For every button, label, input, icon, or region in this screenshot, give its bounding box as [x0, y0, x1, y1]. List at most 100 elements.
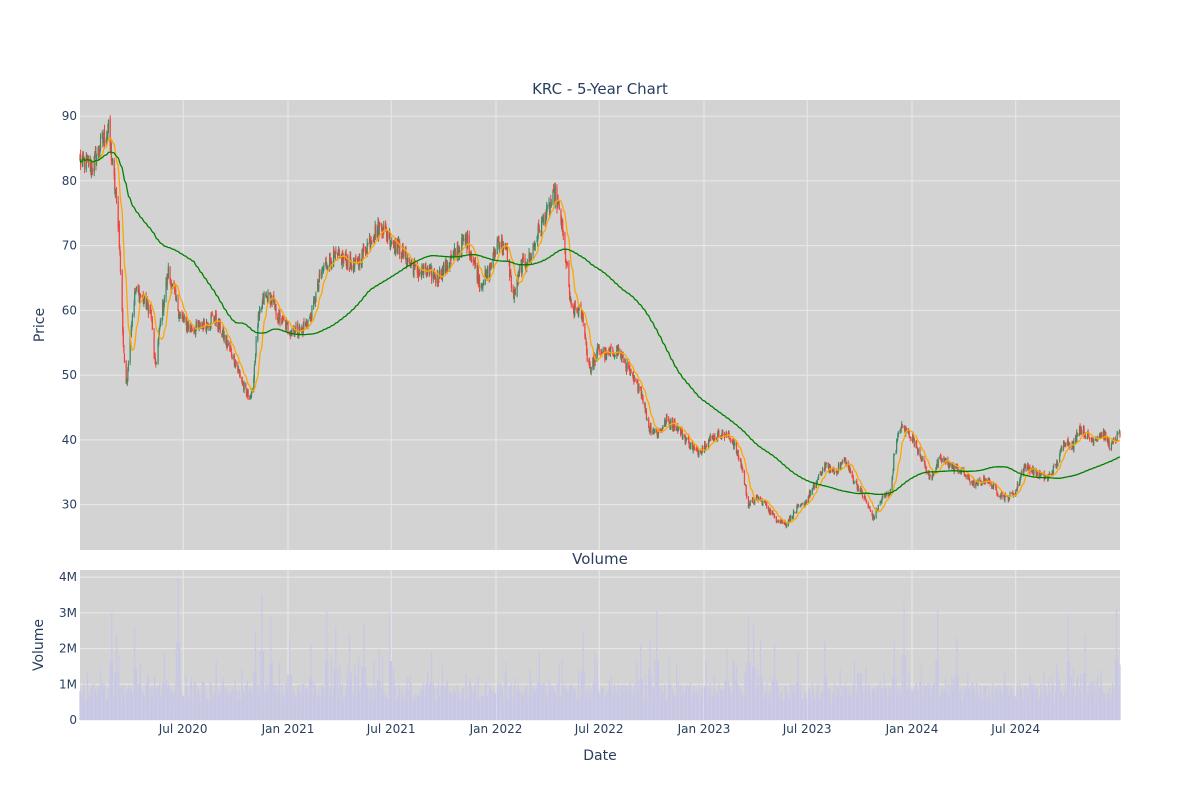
candle-body [662, 425, 664, 429]
candle-body [817, 474, 820, 480]
candle-body [330, 261, 332, 267]
candle-body [875, 508, 877, 518]
candle-body [1089, 438, 1091, 440]
candle-body [960, 471, 962, 473]
candle-body [707, 439, 710, 446]
volume-bar [490, 689, 493, 720]
candle-body [576, 308, 578, 311]
candle-body [609, 347, 612, 355]
candle-body [114, 173, 116, 191]
volume-bar [183, 701, 185, 720]
candle-body [145, 296, 147, 308]
candle-body [389, 242, 392, 248]
candle-body [589, 363, 591, 369]
candle-body [1069, 445, 1071, 449]
volume-bar [742, 697, 744, 720]
candle-body [379, 223, 381, 226]
candle-body [534, 242, 536, 247]
volume-bar [1033, 684, 1035, 720]
candle-body [997, 494, 999, 496]
candle-body [285, 321, 287, 330]
candle-body [337, 253, 339, 256]
volume-bar [917, 701, 919, 720]
volume-bar [1013, 696, 1015, 720]
candle-body [807, 496, 809, 504]
candle-body [865, 499, 867, 501]
candle-body [1071, 443, 1073, 449]
candle-body [1057, 463, 1059, 466]
candle-body [245, 382, 247, 389]
x-tick-label: Jan 2022 [469, 722, 523, 736]
candle-body [1117, 433, 1119, 435]
volume-bar [596, 661, 599, 720]
candle-body [502, 250, 504, 252]
volume-bar [311, 678, 313, 720]
volume-bar [837, 690, 840, 720]
volume-x-ticks: Jul 2020 Jan 2021 Jul 2021 Jan 2022 Jul 2022… [158, 722, 1040, 736]
volume-bar [965, 689, 967, 720]
candle-body [856, 481, 858, 485]
volume-bar [809, 695, 812, 720]
candle-body [329, 254, 331, 259]
candle-body [133, 304, 135, 316]
candle-body [1116, 433, 1118, 441]
volume-bar [997, 695, 999, 720]
candle-body [1085, 437, 1087, 439]
candle-body [617, 348, 620, 354]
candle-body [869, 509, 871, 511]
candle-body [131, 321, 133, 328]
candle-body [403, 251, 405, 257]
candle-body [501, 238, 503, 250]
candle-body [159, 327, 161, 329]
volume-bar [275, 694, 277, 720]
candle-body [477, 269, 479, 284]
candle-body [271, 297, 273, 304]
candle-body [550, 200, 552, 205]
volume-bar [1009, 686, 1011, 720]
candle-body [277, 317, 279, 321]
candle-body [1076, 432, 1078, 443]
candle-body [569, 295, 571, 301]
volume-bar [989, 700, 991, 720]
candle-body [628, 362, 630, 369]
candle-body [211, 314, 213, 316]
candle-body [860, 488, 862, 490]
volume-bar [1053, 702, 1055, 720]
volume-bar [371, 688, 373, 720]
candle-body [941, 461, 943, 463]
candle-body [630, 369, 632, 373]
candle-body [374, 235, 376, 240]
candle-body [206, 321, 208, 324]
volume-bar [167, 683, 169, 720]
candle-body [83, 158, 86, 169]
candle-body [892, 469, 894, 474]
candle-body [322, 269, 324, 271]
candle-body [1012, 492, 1014, 496]
volume-bar [522, 695, 524, 720]
candle-body [259, 310, 261, 312]
candle-body [572, 308, 575, 311]
volume-bar [502, 701, 505, 720]
candle-body [750, 500, 752, 502]
candle-body [540, 220, 543, 234]
candle-body [857, 485, 860, 492]
volume-bar [381, 656, 384, 720]
candle-body [717, 432, 719, 441]
candle-body [1061, 446, 1063, 450]
candle-body [1100, 434, 1102, 438]
candle-body [490, 265, 493, 267]
candle-body [453, 248, 455, 252]
candle-body [207, 326, 209, 328]
volume-bar [932, 682, 934, 720]
volume-bar [1113, 689, 1115, 720]
volume-bar [698, 685, 700, 720]
volume-bar [450, 695, 453, 720]
candle-body [273, 301, 275, 304]
candle-body [397, 247, 399, 255]
volume-bar [335, 627, 337, 720]
candle-body [745, 485, 747, 494]
candle-body [634, 377, 636, 382]
candle-body [610, 347, 612, 349]
candle-body [355, 255, 357, 261]
candle-body [564, 249, 567, 263]
